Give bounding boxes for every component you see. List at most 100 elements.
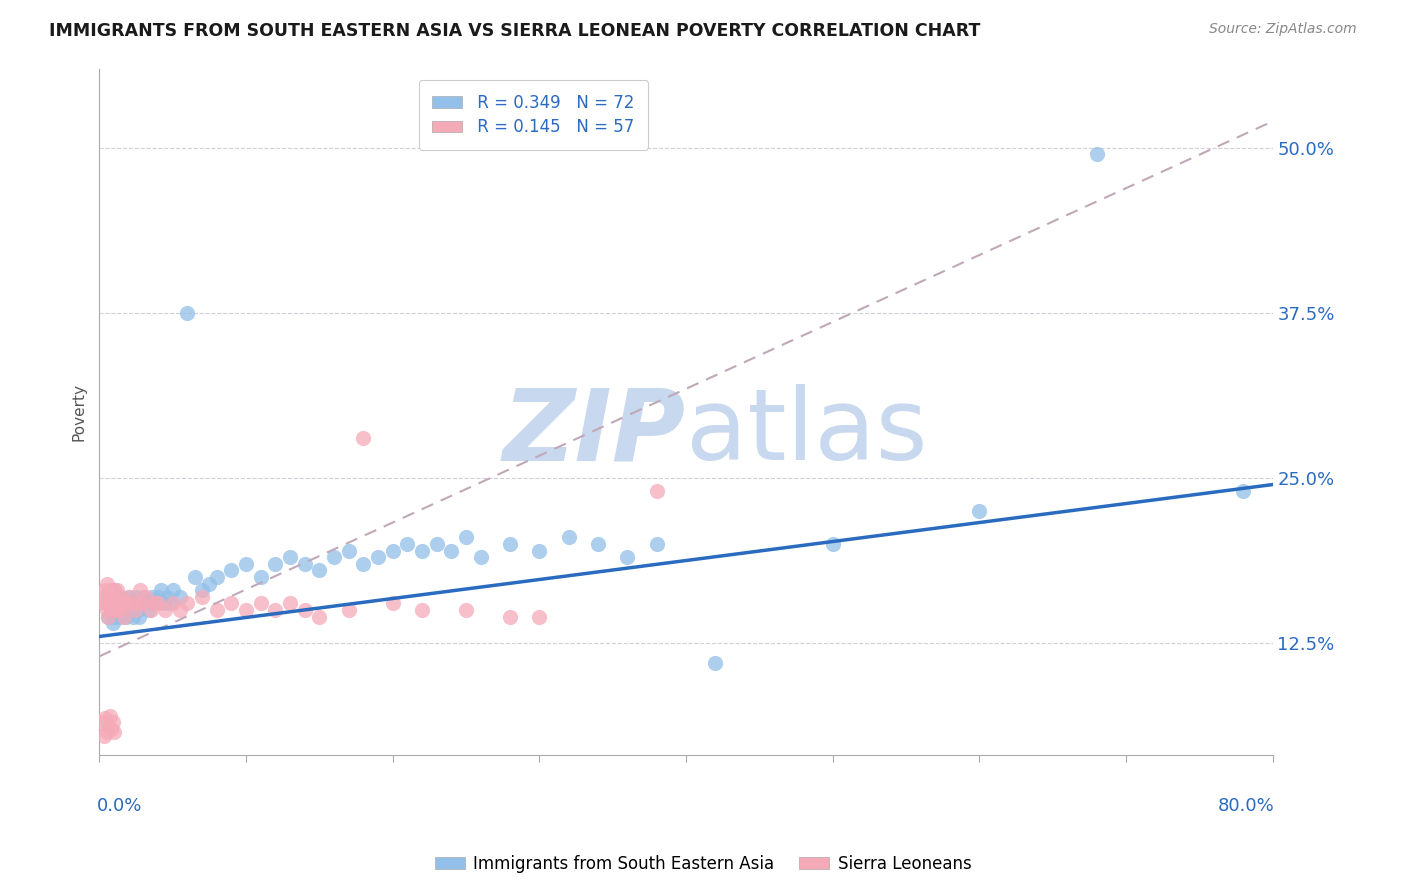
Point [128,609,150,624]
Point [112,609,135,624]
Point [97,609,120,624]
Point [323,550,346,565]
Point [93,729,115,743]
Point [121,603,143,617]
Legend: Immigrants from South Eastern Asia, Sierra Leoneans: Immigrants from South Eastern Asia, Sier… [427,848,979,880]
Point [529,543,551,558]
Point [94,711,117,725]
Point [249,570,271,584]
Point [143,597,166,611]
Point [105,590,128,604]
Point [121,597,143,611]
Point [184,570,207,584]
Point [97,609,120,624]
Point [114,609,136,624]
Point [101,616,124,631]
Point [139,603,162,617]
Point [367,550,389,565]
Point [104,603,127,617]
Point [264,603,287,617]
Point [105,597,128,611]
Point [294,603,316,617]
Point [352,431,374,445]
Point [704,656,727,670]
Point [100,597,122,611]
Point [156,590,179,604]
Point [337,543,360,558]
Point [162,597,184,611]
Point [101,715,124,730]
Point [103,597,125,611]
Point [159,597,181,611]
Point [616,550,638,565]
Point [124,597,146,611]
Point [153,597,176,611]
Point [108,609,131,624]
Point [967,504,990,518]
Point [235,603,257,617]
Point [97,719,120,733]
Point [821,537,844,551]
Point [112,603,135,617]
Point [108,603,131,617]
Point [110,590,132,604]
Point [278,597,301,611]
Point [169,603,191,617]
Point [98,590,121,604]
Point [381,543,404,558]
Point [249,597,271,611]
Point [308,609,330,624]
Point [221,563,243,577]
Point [205,603,228,617]
Point [645,537,668,551]
Point [114,597,136,611]
Point [96,597,118,611]
Point [191,590,214,604]
Point [111,597,134,611]
Point [411,543,433,558]
Point [352,557,374,571]
Point [94,583,117,598]
Point [146,597,169,611]
Point [100,590,122,604]
Point [98,597,121,611]
Point [111,597,134,611]
Point [143,597,166,611]
Point [98,583,121,598]
Point [91,590,114,604]
Text: ZIP: ZIP [503,384,686,481]
Point [440,543,463,558]
Point [132,590,155,604]
Point [100,603,122,617]
Point [176,306,198,320]
Point [118,590,141,604]
Point [264,557,287,571]
Point [294,557,316,571]
Point [132,597,155,611]
Legend:  R = 0.349   N = 72,  R = 0.145   N = 57: R = 0.349 N = 72, R = 0.145 N = 57 [419,80,648,150]
Point [454,530,477,544]
Point [141,590,163,604]
Point [308,563,330,577]
Point [645,484,668,499]
Point [499,609,522,624]
Point [100,722,122,736]
Text: atlas: atlas [686,384,928,481]
Point [150,583,173,598]
Point [103,724,125,739]
Point [97,590,120,604]
Text: 80.0%: 80.0% [1218,797,1275,814]
Point [221,597,243,611]
Point [235,557,257,571]
Point [124,603,146,617]
Point [96,724,118,739]
Point [557,530,579,544]
Point [191,583,214,598]
Point [129,597,152,611]
Point [120,597,142,611]
Point [110,590,132,604]
Point [499,537,522,551]
Point [104,603,127,617]
Point [103,583,125,598]
Point [103,590,125,604]
